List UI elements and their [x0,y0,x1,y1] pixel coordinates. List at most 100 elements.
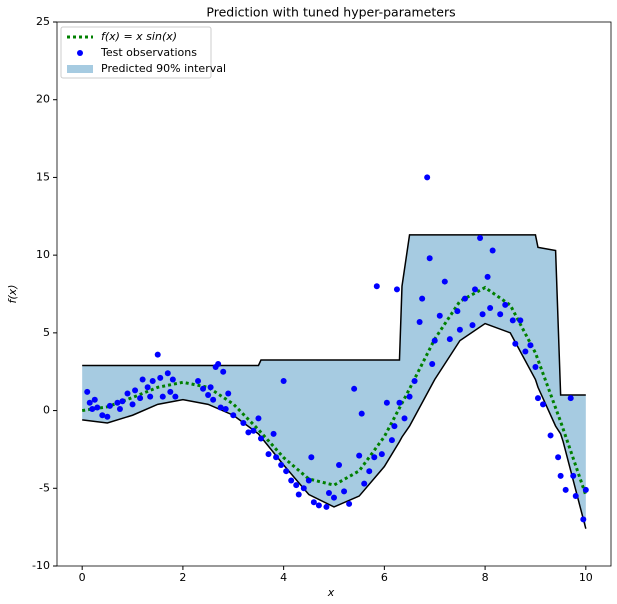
observation-point [86,399,93,406]
legend-swatch [67,65,93,73]
observation-point [205,392,212,399]
observation-point [220,368,227,375]
observation-point [293,482,300,489]
observation-point [396,399,403,406]
observation-point [361,480,368,487]
observation-point [540,401,547,408]
observation-point [461,295,468,302]
observation-point [487,304,494,311]
observation-point [91,396,98,403]
legend-label: Test observations [100,46,197,59]
observation-point [388,437,395,444]
observation-point [280,378,287,385]
observation-point [116,406,123,413]
observation-point [147,393,154,400]
observation-point [469,322,476,329]
y-tick-label: -5 [39,481,50,494]
y-axis-label: f(x) [6,285,19,304]
observation-point [341,488,348,495]
observation-point [283,468,290,475]
y-tick-label: 0 [43,404,50,417]
chart-title: Prediction with tuned hyper-parameters [206,5,455,20]
observation-point [257,435,264,442]
observation-point [484,273,491,280]
x-tick-label: 2 [179,571,186,584]
observation-point [522,348,529,355]
observation-point [167,388,174,395]
observation-point [534,395,541,402]
observation-point [532,364,539,371]
observation-point [336,461,343,468]
observation-point [509,317,516,324]
observation-point [217,404,224,411]
observation-point [278,461,285,468]
observation-point [104,413,111,420]
observation-point [159,393,166,400]
observation-point [255,415,262,422]
observation-point [331,494,337,501]
observation-point [240,420,247,427]
observation-point [288,477,295,484]
observation-point [210,396,217,403]
observation-point [222,406,229,413]
observation-point [215,360,222,367]
observation-point [230,412,237,419]
observation-point [436,312,443,319]
observation-point [391,423,398,430]
plot-frame [56,21,612,567]
observation-point [358,410,365,417]
observation-point [356,452,363,459]
observation-point [502,301,509,308]
y-tick-label: 5 [43,326,50,339]
observation-point [351,385,358,392]
observation-point [424,174,431,181]
interval-lower [82,322,587,529]
observation-point [265,451,272,458]
observation-point [94,404,101,411]
observation-point [99,412,106,419]
observation-point [129,401,136,408]
observation-point [454,308,461,315]
observation-point [270,430,277,437]
observation-point [446,336,453,343]
y-tick-label: -10 [32,559,50,572]
observation-point [124,390,131,397]
observation-point [572,493,579,500]
observation-point [245,429,252,436]
observation-point [114,399,121,406]
x-tick-label: 6 [381,571,388,584]
observation-point [406,393,413,400]
interval-upper [82,234,586,396]
observation-point [479,311,486,318]
observation-point [346,500,353,507]
observation-point [555,454,562,461]
interval-band [82,234,586,529]
observation-point [172,393,179,400]
x-tick-label: 8 [482,571,489,584]
legend-box [60,26,212,79]
observation-point [373,283,380,290]
x-tick-label: 4 [280,571,287,584]
observation-point [547,432,554,439]
observation-point [164,370,171,377]
observation-point [497,311,504,318]
observation-point [207,384,214,391]
x-tick-label: 0 [79,571,86,584]
observation-point [157,374,164,381]
observation-point [489,247,496,254]
x-tick-label: 10 [579,571,593,584]
observation-point [582,486,589,493]
observation-point [154,351,161,358]
y-tick-label: 15 [36,170,50,183]
observation-point [527,342,534,349]
observation-point [106,402,113,409]
observation-point [250,427,257,434]
observation-point [323,503,330,510]
observation-point [557,472,564,479]
observation-point [132,387,139,394]
observation-point [570,472,577,479]
legend-label: Predicted 90% interval [101,62,226,75]
observation-point [426,255,433,262]
observation-point [308,454,315,461]
observation-point [315,502,322,509]
